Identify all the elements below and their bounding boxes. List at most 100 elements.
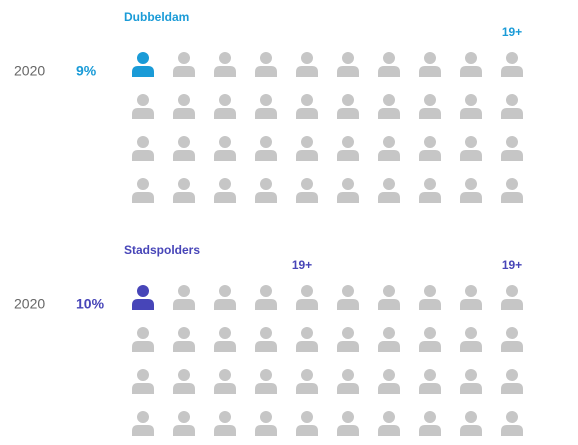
icon-body	[214, 150, 236, 161]
icon-head	[383, 411, 395, 423]
icon-head	[342, 411, 354, 423]
icon-body	[337, 341, 359, 352]
annotation: 19+	[502, 25, 522, 39]
icon-body	[296, 108, 318, 119]
icon-body	[173, 383, 195, 394]
person-icon	[419, 369, 441, 394]
icon-head	[383, 369, 395, 381]
person-icon	[378, 327, 400, 352]
icon-head	[383, 52, 395, 64]
block-title: Stadspolders	[124, 243, 200, 257]
icon-body	[460, 299, 482, 310]
icon-body	[255, 150, 277, 161]
icon-body	[337, 299, 359, 310]
icon-head	[219, 94, 231, 106]
person-icon	[173, 327, 195, 352]
icon-head	[301, 369, 313, 381]
icon-head	[219, 136, 231, 148]
icon-body	[255, 383, 277, 394]
icon-body	[337, 108, 359, 119]
icon-head	[383, 136, 395, 148]
icon-body	[296, 150, 318, 161]
person-icon	[501, 327, 523, 352]
person-icon	[255, 136, 277, 161]
person-icon	[337, 411, 359, 436]
icon-head	[260, 94, 272, 106]
person-icon	[214, 369, 236, 394]
icon-head	[465, 178, 477, 190]
icon-body	[460, 341, 482, 352]
icon-body	[337, 150, 359, 161]
icon-body	[501, 299, 523, 310]
icon-head	[506, 178, 518, 190]
icon-body	[501, 383, 523, 394]
icon-body	[173, 341, 195, 352]
icon-head	[137, 136, 149, 148]
icon-body	[132, 383, 154, 394]
icon-head	[506, 52, 518, 64]
icon-head	[506, 369, 518, 381]
person-icon	[173, 94, 195, 119]
person-icon	[501, 178, 523, 203]
person-icon	[296, 136, 318, 161]
icon-head	[219, 285, 231, 297]
icon-body	[460, 66, 482, 77]
person-icon	[214, 285, 236, 310]
icon-body	[255, 341, 277, 352]
icon-head	[465, 369, 477, 381]
icon-body	[501, 150, 523, 161]
icon-head	[465, 136, 477, 148]
icon-head	[219, 369, 231, 381]
icon-head	[506, 411, 518, 423]
icon-head	[424, 411, 436, 423]
person-icon	[460, 327, 482, 352]
icon-head	[342, 52, 354, 64]
icon-head	[219, 52, 231, 64]
person-icon	[460, 94, 482, 119]
icon-head	[178, 369, 190, 381]
icon-head	[424, 369, 436, 381]
icon-head	[178, 411, 190, 423]
icon-head	[178, 178, 190, 190]
person-icon	[296, 178, 318, 203]
person-icon	[419, 94, 441, 119]
person-icon	[460, 369, 482, 394]
icon-body	[255, 192, 277, 203]
icon-body	[132, 66, 154, 77]
person-icon	[255, 369, 277, 394]
person-icon	[214, 411, 236, 436]
icon-body	[296, 299, 318, 310]
icon-head	[342, 327, 354, 339]
person-icon	[132, 136, 154, 161]
person-icon	[255, 411, 277, 436]
icon-body	[378, 150, 400, 161]
icon-body	[419, 150, 441, 161]
person-icon	[501, 411, 523, 436]
person-icon	[255, 327, 277, 352]
icon-head	[383, 178, 395, 190]
person-icon	[173, 285, 195, 310]
icon-head	[424, 327, 436, 339]
person-icon	[173, 136, 195, 161]
icon-head	[383, 285, 395, 297]
icon-head	[342, 369, 354, 381]
icon-head	[506, 94, 518, 106]
person-icon	[337, 136, 359, 161]
person-icon	[378, 411, 400, 436]
icon-head	[260, 411, 272, 423]
year-label: 2020	[14, 63, 45, 79]
icon-body	[132, 192, 154, 203]
person-icon	[173, 411, 195, 436]
icon-body	[501, 66, 523, 77]
icon-body	[214, 383, 236, 394]
icon-body	[214, 108, 236, 119]
person-icon	[337, 369, 359, 394]
person-icon	[378, 136, 400, 161]
icon-body	[419, 66, 441, 77]
person-icon	[378, 178, 400, 203]
person-icon	[214, 52, 236, 77]
icon-body	[255, 425, 277, 436]
icon-body	[296, 66, 318, 77]
icon-head	[342, 178, 354, 190]
icon-body	[419, 299, 441, 310]
